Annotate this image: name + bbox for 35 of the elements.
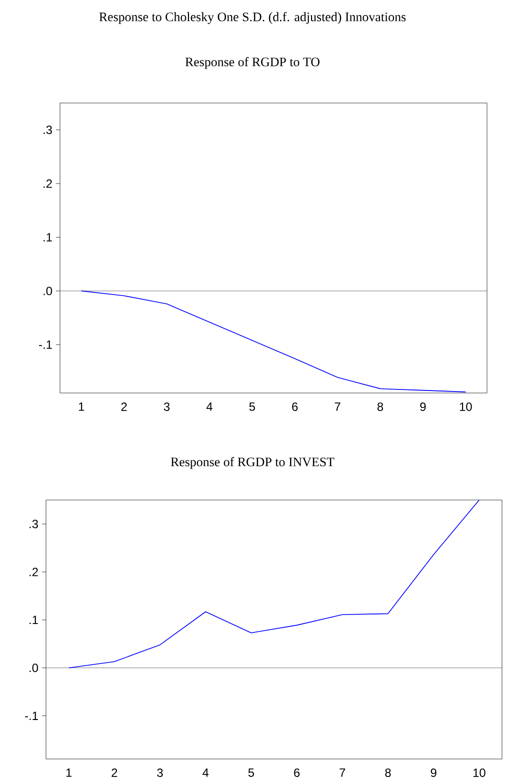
x-tick-label: 4 <box>202 768 209 777</box>
x-tick-label: 8 <box>385 768 391 777</box>
y-tick-label: .2 <box>44 179 52 188</box>
y-tick-label: .1 <box>44 233 52 242</box>
line-series <box>80 290 466 392</box>
x-tick-label: 7 <box>340 768 346 777</box>
x-tick-label: 5 <box>248 768 254 777</box>
y-tick-label: .3 <box>30 520 38 528</box>
x-tick-label: 4 <box>206 402 212 411</box>
line-series <box>68 500 480 668</box>
y-tick-label: -.1 <box>39 340 52 349</box>
x-tick-label: 8 <box>377 402 384 411</box>
x-tick-label: 9 <box>420 402 426 411</box>
x-tick-label: 6 <box>294 768 300 777</box>
x-tick-label: 7 <box>334 402 340 411</box>
chart-title: Response to Cholesky One S.D. (d.f. adjusted) Innovations <box>99 12 406 24</box>
y-tick-label: -.1 <box>25 712 38 720</box>
x-tick-label: 1 <box>78 402 84 411</box>
y-tick-label: .3 <box>44 126 52 134</box>
x-tick-label: 3 <box>157 768 163 777</box>
x-tick-label: 2 <box>112 768 118 777</box>
chart-subtitle: Response of RGDP to TO <box>185 57 320 69</box>
chart-title: Response of RGDP to INVEST <box>170 457 334 469</box>
y-tick-label: .0 <box>44 286 52 296</box>
y-tick-label: .0 <box>30 664 38 672</box>
x-tick-label: 9 <box>430 768 436 777</box>
x-tick-label: 2 <box>121 402 127 411</box>
y-tick-label: .2 <box>30 568 38 576</box>
x-tick-label: 10 <box>460 402 472 411</box>
y-tick-label: .1 <box>30 616 38 624</box>
x-tick-label: 10 <box>473 768 486 777</box>
x-tick-label: 3 <box>164 402 170 411</box>
x-tick-label: 5 <box>249 402 255 411</box>
x-tick-label: 6 <box>292 402 298 411</box>
x-tick-label: 1 <box>66 768 72 777</box>
